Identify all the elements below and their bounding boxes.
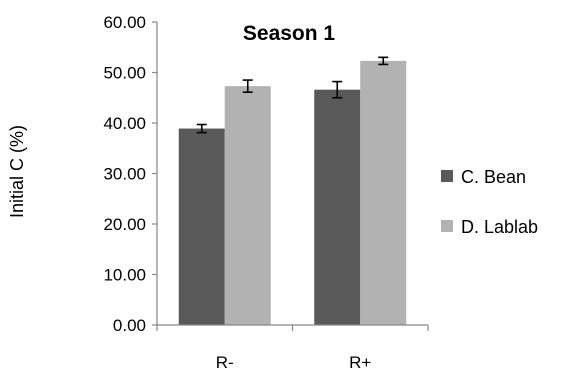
y-tick-label: 20.00 [103,215,146,234]
error-bars-layer [196,56,389,134]
x-category-label: R- [216,353,234,372]
legend-swatch [441,220,453,232]
bars-layer [178,60,407,325]
y-tick-label: 40.00 [103,114,146,133]
legend-label: D. Lablab [461,217,538,237]
legend: C. Bean D. Lablab [441,167,538,237]
chart-title: Season 1 [243,22,336,45]
bar-c-bean-r [178,128,225,325]
y-axis-ticks: 0.00 10.00 20.00 30.00 40.00 50.00 60.00 [103,13,157,335]
y-tick-label: 0.00 [113,316,146,335]
y-tick-label: 60.00 [103,13,146,32]
x-category-label: R+ [349,353,371,372]
legend-label: C. Bean [461,167,526,187]
y-tick-label: 10.00 [103,266,146,285]
x-axis-categories: R- R+ [156,325,429,372]
y-axis-title: Initial C (%) [7,125,27,218]
y-tick-label: 30.00 [103,165,146,184]
bar-c-bean-r [314,89,361,325]
bar-d-lablab-r [224,86,271,325]
legend-swatch [441,170,453,182]
bar-d-lablab-r [360,60,407,325]
y-tick-label: 50.00 [103,64,146,83]
